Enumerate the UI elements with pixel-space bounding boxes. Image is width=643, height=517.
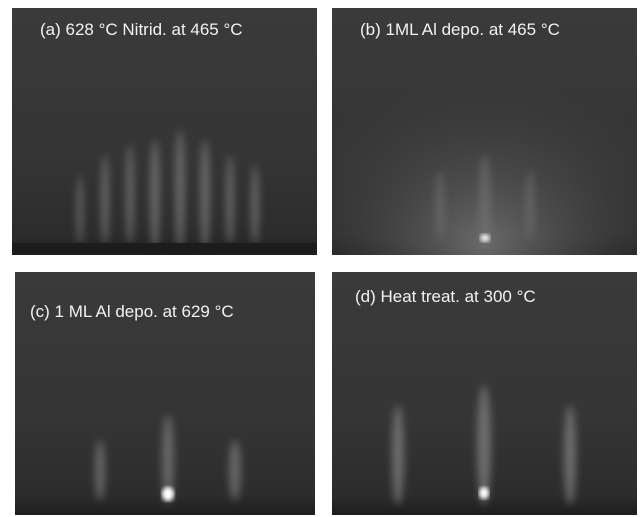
caption: (c) 1 ML Al depo. at 629 °C	[30, 302, 234, 321]
specular-spot	[480, 234, 490, 242]
streaks	[392, 385, 576, 505]
caption: (b) 1ML Al depo. at 465 °C	[360, 20, 560, 39]
panel-a: (a) 628 °C Nitrid. at 465 °C	[12, 8, 317, 255]
panel-b: (b) 1ML Al depo. at 465 °C	[332, 8, 637, 255]
panel-c: (c) 1 ML Al depo. at 629 °C	[15, 272, 315, 515]
shadow-edge	[12, 243, 317, 255]
streaks	[436, 155, 534, 245]
streaks	[77, 130, 259, 250]
pattern-image	[12, 8, 317, 255]
caption: (d) Heat treat. at 300 °C	[355, 287, 536, 306]
specular-spot	[162, 487, 174, 501]
panel-d: (d) Heat treat. at 300 °C	[332, 272, 637, 515]
specular-spot	[479, 487, 489, 499]
caption: (a) 628 °C Nitrid. at 465 °C	[40, 20, 243, 39]
streaks	[95, 415, 241, 505]
